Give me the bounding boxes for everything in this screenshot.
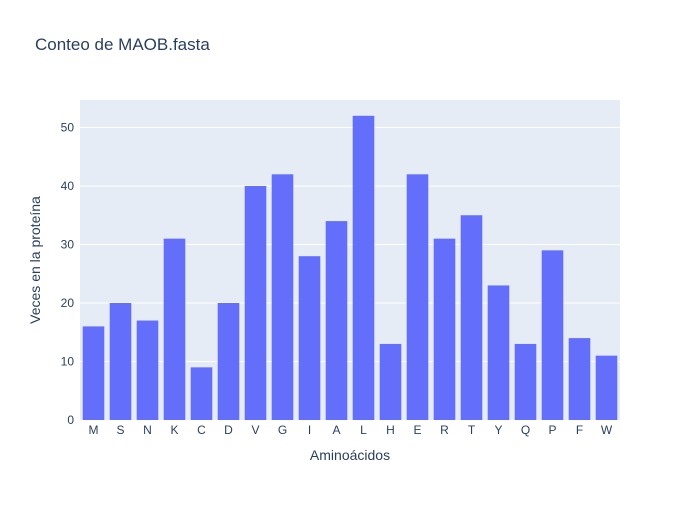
x-tick-label: K (170, 423, 178, 437)
bar-D[interactable] (217, 302, 240, 420)
x-tick-label: M (89, 423, 99, 437)
y-axis-title: Veces en la proteína (27, 196, 43, 324)
x-tick-label: I (308, 423, 311, 437)
bar-Q[interactable] (514, 343, 537, 420)
bar-W[interactable] (595, 355, 618, 420)
bar-M[interactable] (82, 326, 105, 420)
x-axis-title: Aminoácidos (310, 447, 390, 463)
bar-N[interactable] (136, 320, 159, 420)
x-tick-label: W (601, 423, 613, 437)
bar-H[interactable] (379, 343, 402, 420)
x-tick-label: Y (494, 423, 502, 437)
x-tick-label: N (143, 423, 152, 437)
bar-Y[interactable] (487, 285, 510, 420)
bar-K[interactable] (163, 238, 186, 420)
x-tick-label: L (360, 423, 367, 437)
x-tick-label: C (197, 423, 206, 437)
bar-E[interactable] (406, 174, 429, 420)
chart-title: Conteo de MAOB.fasta (35, 35, 210, 54)
y-tick-label: 10 (61, 354, 75, 368)
x-tick-label: R (440, 423, 449, 437)
x-tick-label: P (548, 423, 556, 437)
bar-C[interactable] (190, 367, 213, 420)
bar-F[interactable] (568, 338, 591, 420)
y-tick-label: 50 (61, 120, 75, 134)
bar-I[interactable] (298, 256, 321, 420)
bar-T[interactable] (460, 215, 483, 420)
x-tick-label: V (251, 423, 259, 437)
plot-area (80, 100, 620, 420)
y-tick-label: 0 (67, 413, 74, 427)
bar-G[interactable] (271, 174, 294, 420)
bars (82, 115, 618, 420)
bar-R[interactable] (433, 238, 456, 420)
x-tick-label: D (224, 423, 233, 437)
x-tick-label: G (278, 423, 287, 437)
x-tick-label: Q (521, 423, 530, 437)
bar-S[interactable] (109, 302, 132, 420)
x-tick-label: A (332, 423, 340, 437)
y-tick-label: 30 (61, 237, 75, 251)
bar-V[interactable] (244, 185, 267, 420)
y-tick-label: 40 (61, 179, 75, 193)
x-tick-label: F (576, 423, 583, 437)
x-tick-label: E (413, 423, 421, 437)
x-tick-label: T (468, 423, 476, 437)
x-tick-label: S (116, 423, 124, 437)
y-axis-ticks: 0 10 20 30 40 50 (61, 120, 75, 427)
bar-A[interactable] (325, 221, 348, 420)
y-tick-label: 20 (61, 296, 75, 310)
bar-P[interactable] (541, 250, 564, 420)
x-tick-label: H (386, 423, 395, 437)
bar-L[interactable] (352, 115, 375, 420)
